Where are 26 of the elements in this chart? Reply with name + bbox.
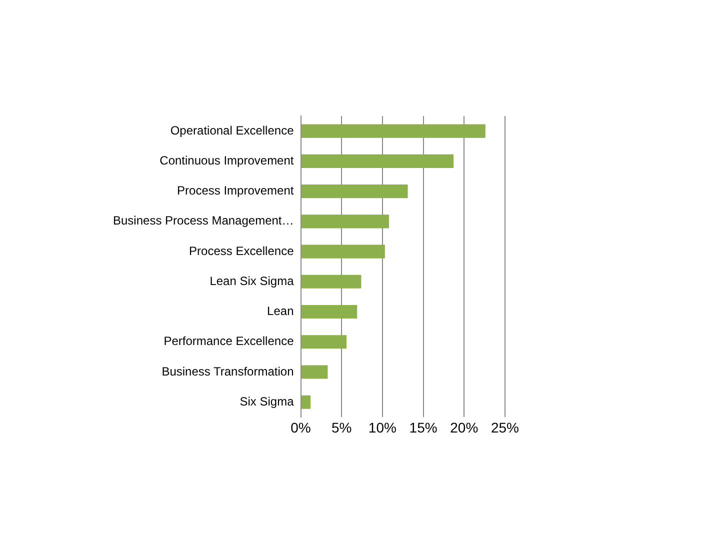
bar [301,244,385,258]
y-tick-label: Operational Excellence [170,123,294,138]
bar [301,305,358,319]
bar [301,365,328,379]
x-tick-label: 20% [450,419,478,436]
bar [301,184,408,198]
y-tick-label: Lean Six Sigma [210,274,294,288]
y-tick-label: Process Excellence [189,244,294,258]
y-tick-label: Lean [267,304,294,318]
bar [301,214,389,228]
bar [301,335,346,349]
x-tick-label: 15% [409,419,438,436]
y-tick-label: Six Sigma [240,394,294,408]
bar [301,274,362,288]
y-tick-label: Continuous Improvement [160,153,294,168]
x-tick-label: 10% [368,419,396,436]
bar [301,154,454,168]
y-tick-label: Performance Excellence [164,334,294,348]
bar [301,124,486,138]
y-tick-label: Business Transformation [162,364,294,378]
x-tick-label: 0% [290,419,311,436]
y-tick-label: Process Improvement [177,184,294,198]
bar [301,395,311,409]
x-tick-label: 25% [490,419,520,436]
y-tick-label: Business Process Management… [113,214,294,228]
x-tick-label: 5% [331,419,352,436]
